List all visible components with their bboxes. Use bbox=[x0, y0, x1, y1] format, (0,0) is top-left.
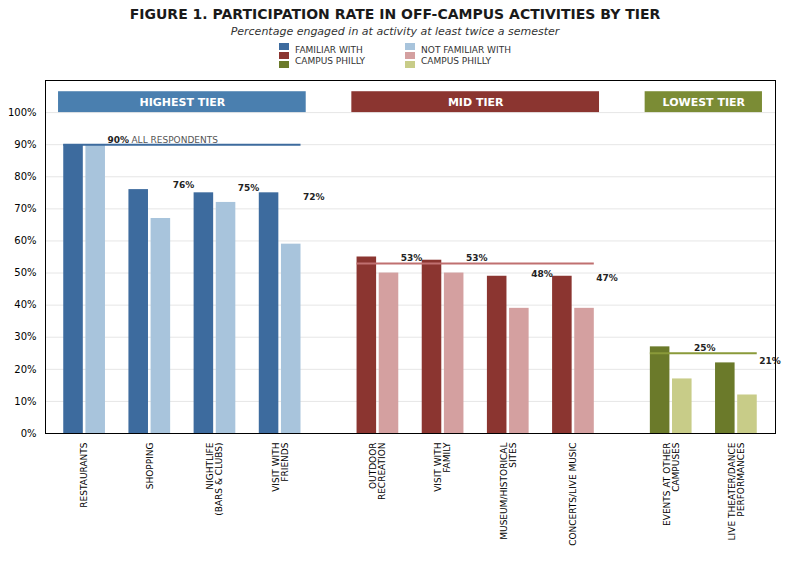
svg-text:100%: 100% bbox=[8, 107, 37, 118]
svg-text:48%: 48% bbox=[531, 269, 553, 279]
html-text:Percentage engaged in at activ: Percentage engaged in at activity at lea… bbox=[230, 25, 560, 38]
svg-text:RESTAURANTS: RESTAURANTS bbox=[79, 442, 89, 507]
svg-text:90%: 90% bbox=[107, 135, 129, 145]
svg-text:LIVE THEATER/DANCEPERFORMANCES: LIVE THEATER/DANCEPERFORMANCES bbox=[727, 442, 746, 540]
svg-text:50%: 50% bbox=[14, 267, 36, 278]
svg-text:21%: 21% bbox=[759, 356, 781, 366]
html-text:NOT FAMILIAR WITH CAMPUS PHILL: NOT FAMILIAR WITH CAMPUS PHILLY bbox=[421, 44, 511, 66]
html-text:FAMILIAR WITH CAMPUS PHILLY: FAMILIAR WITH CAMPUS PHILLY bbox=[295, 44, 366, 66]
svg-text:20%: 20% bbox=[14, 364, 36, 375]
svg-text:53%: 53% bbox=[401, 253, 423, 263]
html-text:FIGURE 1. PARTICIPATION RATE I: FIGURE 1. PARTICIPATION RATE IN OFF-CAMP… bbox=[129, 6, 661, 22]
svg-text:HIGHEST TIER: HIGHEST TIER bbox=[139, 96, 225, 109]
svg-text:LOWEST TIER: LOWEST TIER bbox=[663, 96, 746, 109]
svg-text:90%: 90% bbox=[14, 139, 36, 150]
svg-text:47%: 47% bbox=[596, 273, 618, 283]
svg-text:72%: 72% bbox=[303, 192, 325, 202]
svg-text:60%: 60% bbox=[14, 235, 36, 246]
svg-text:40%: 40% bbox=[14, 299, 36, 310]
svg-text:OUTDOORRECREATION: OUTDOORRECREATION bbox=[368, 443, 387, 501]
svg-text:MUSEUM/HISTORICALSITES: MUSEUM/HISTORICALSITES bbox=[499, 442, 518, 540]
svg-text:25%: 25% bbox=[694, 343, 716, 353]
svg-text:SHOPPING: SHOPPING bbox=[145, 442, 155, 489]
svg-text:CONCERTS/LIVE MUSIC: CONCERTS/LIVE MUSIC bbox=[568, 443, 578, 546]
svg-text:70%: 70% bbox=[14, 203, 36, 214]
svg-text:NIGHTLIFE(BARS & CLUBS): NIGHTLIFE(BARS & CLUBS) bbox=[205, 442, 224, 516]
svg-text:80%: 80% bbox=[14, 171, 36, 182]
svg-text:ALL RESPONDENTS: ALL RESPONDENTS bbox=[131, 135, 218, 145]
svg-text:53%: 53% bbox=[466, 253, 488, 263]
svg-text:10%: 10% bbox=[14, 396, 36, 407]
svg-text:76%: 76% bbox=[173, 180, 195, 190]
svg-text:VISIT WITHFAMILY: VISIT WITHFAMILY bbox=[433, 442, 452, 492]
svg-text:VISIT WITHFRIENDS: VISIT WITHFRIENDS bbox=[271, 442, 290, 492]
svg-text:30%: 30% bbox=[14, 331, 36, 342]
svg-text:EVENTS AT OTHERCAMPUSES: EVENTS AT OTHERCAMPUSES bbox=[662, 442, 681, 526]
svg-text:75%: 75% bbox=[238, 183, 260, 193]
svg-text:MID TIER: MID TIER bbox=[448, 96, 504, 109]
svg-text:0%: 0% bbox=[21, 428, 37, 439]
